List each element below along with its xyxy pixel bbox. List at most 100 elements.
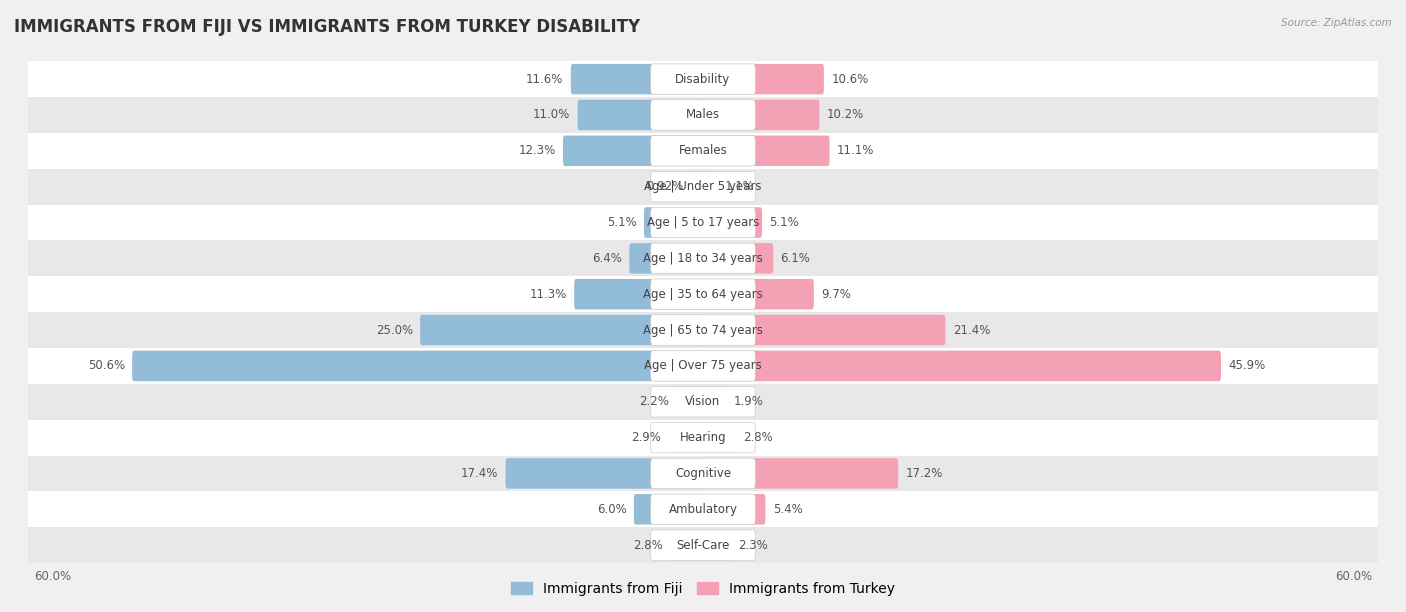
- Text: Self-Care: Self-Care: [676, 539, 730, 551]
- FancyBboxPatch shape: [651, 387, 755, 417]
- FancyBboxPatch shape: [28, 491, 1378, 527]
- Text: 60.0%: 60.0%: [34, 570, 70, 583]
- FancyBboxPatch shape: [420, 315, 704, 345]
- Text: Age | 5 to 17 years: Age | 5 to 17 years: [647, 216, 759, 229]
- Text: 2.2%: 2.2%: [640, 395, 669, 408]
- FancyBboxPatch shape: [28, 527, 1378, 563]
- Text: 11.0%: 11.0%: [533, 108, 571, 121]
- Text: 9.7%: 9.7%: [821, 288, 851, 300]
- FancyBboxPatch shape: [651, 458, 755, 488]
- FancyBboxPatch shape: [578, 100, 704, 130]
- Text: 1.9%: 1.9%: [734, 395, 763, 408]
- FancyBboxPatch shape: [702, 530, 731, 561]
- Text: Disability: Disability: [675, 73, 731, 86]
- FancyBboxPatch shape: [574, 279, 704, 310]
- Text: Males: Males: [686, 108, 720, 121]
- FancyBboxPatch shape: [506, 458, 704, 488]
- FancyBboxPatch shape: [690, 171, 704, 202]
- FancyBboxPatch shape: [28, 204, 1378, 241]
- FancyBboxPatch shape: [702, 351, 1220, 381]
- Text: 5.4%: 5.4%: [773, 503, 803, 516]
- FancyBboxPatch shape: [28, 241, 1378, 276]
- Text: 6.4%: 6.4%: [592, 252, 621, 265]
- FancyBboxPatch shape: [28, 276, 1378, 312]
- Text: 45.9%: 45.9%: [1229, 359, 1265, 372]
- FancyBboxPatch shape: [651, 494, 755, 524]
- FancyBboxPatch shape: [28, 348, 1378, 384]
- FancyBboxPatch shape: [571, 64, 704, 94]
- FancyBboxPatch shape: [702, 458, 898, 488]
- Text: Age | Over 75 years: Age | Over 75 years: [644, 359, 762, 372]
- FancyBboxPatch shape: [651, 100, 755, 130]
- FancyBboxPatch shape: [28, 133, 1378, 169]
- Text: 50.6%: 50.6%: [87, 359, 125, 372]
- Text: 5.1%: 5.1%: [607, 216, 637, 229]
- Text: 11.6%: 11.6%: [526, 73, 564, 86]
- FancyBboxPatch shape: [702, 243, 773, 274]
- FancyBboxPatch shape: [28, 384, 1378, 420]
- Text: 5.1%: 5.1%: [769, 216, 799, 229]
- Text: 12.3%: 12.3%: [519, 144, 555, 157]
- Text: 2.8%: 2.8%: [633, 539, 662, 551]
- FancyBboxPatch shape: [651, 64, 755, 94]
- Legend: Immigrants from Fiji, Immigrants from Turkey: Immigrants from Fiji, Immigrants from Tu…: [506, 576, 900, 601]
- FancyBboxPatch shape: [702, 422, 737, 453]
- FancyBboxPatch shape: [651, 351, 755, 381]
- FancyBboxPatch shape: [702, 171, 717, 202]
- FancyBboxPatch shape: [651, 136, 755, 166]
- FancyBboxPatch shape: [669, 530, 704, 561]
- FancyBboxPatch shape: [28, 420, 1378, 455]
- Text: Source: ZipAtlas.com: Source: ZipAtlas.com: [1281, 18, 1392, 28]
- Text: 25.0%: 25.0%: [375, 324, 413, 337]
- FancyBboxPatch shape: [28, 61, 1378, 97]
- Text: 60.0%: 60.0%: [1336, 570, 1372, 583]
- FancyBboxPatch shape: [28, 455, 1378, 491]
- Text: 17.2%: 17.2%: [905, 467, 943, 480]
- FancyBboxPatch shape: [702, 315, 945, 345]
- FancyBboxPatch shape: [676, 387, 704, 417]
- FancyBboxPatch shape: [28, 169, 1378, 204]
- Text: Age | 65 to 74 years: Age | 65 to 74 years: [643, 324, 763, 337]
- FancyBboxPatch shape: [644, 207, 704, 237]
- Text: 21.4%: 21.4%: [953, 324, 990, 337]
- FancyBboxPatch shape: [702, 279, 814, 310]
- Text: Hearing: Hearing: [679, 431, 727, 444]
- Text: 11.1%: 11.1%: [837, 144, 875, 157]
- FancyBboxPatch shape: [132, 351, 704, 381]
- Text: 10.6%: 10.6%: [831, 73, 869, 86]
- Text: 1.1%: 1.1%: [724, 180, 754, 193]
- Text: 17.4%: 17.4%: [461, 467, 498, 480]
- FancyBboxPatch shape: [702, 100, 820, 130]
- FancyBboxPatch shape: [634, 494, 704, 524]
- Text: 6.0%: 6.0%: [596, 503, 627, 516]
- FancyBboxPatch shape: [28, 312, 1378, 348]
- Text: Cognitive: Cognitive: [675, 467, 731, 480]
- FancyBboxPatch shape: [630, 243, 704, 274]
- FancyBboxPatch shape: [651, 315, 755, 345]
- Text: Ambulatory: Ambulatory: [668, 503, 738, 516]
- Text: 11.3%: 11.3%: [530, 288, 567, 300]
- Text: Females: Females: [679, 144, 727, 157]
- FancyBboxPatch shape: [702, 64, 824, 94]
- Text: Age | 35 to 64 years: Age | 35 to 64 years: [643, 288, 763, 300]
- FancyBboxPatch shape: [702, 387, 725, 417]
- FancyBboxPatch shape: [651, 279, 755, 310]
- FancyBboxPatch shape: [702, 207, 762, 237]
- FancyBboxPatch shape: [651, 171, 755, 202]
- FancyBboxPatch shape: [651, 422, 755, 453]
- Text: Vision: Vision: [685, 395, 721, 408]
- FancyBboxPatch shape: [669, 422, 704, 453]
- Text: 0.92%: 0.92%: [647, 180, 683, 193]
- FancyBboxPatch shape: [28, 97, 1378, 133]
- Text: IMMIGRANTS FROM FIJI VS IMMIGRANTS FROM TURKEY DISABILITY: IMMIGRANTS FROM FIJI VS IMMIGRANTS FROM …: [14, 18, 640, 36]
- Text: 2.8%: 2.8%: [744, 431, 773, 444]
- Text: Age | 18 to 34 years: Age | 18 to 34 years: [643, 252, 763, 265]
- FancyBboxPatch shape: [651, 530, 755, 561]
- Text: 2.9%: 2.9%: [631, 431, 661, 444]
- Text: Age | Under 5 years: Age | Under 5 years: [644, 180, 762, 193]
- FancyBboxPatch shape: [651, 243, 755, 274]
- FancyBboxPatch shape: [651, 207, 755, 237]
- FancyBboxPatch shape: [702, 136, 830, 166]
- Text: 2.3%: 2.3%: [738, 539, 768, 551]
- Text: 10.2%: 10.2%: [827, 108, 863, 121]
